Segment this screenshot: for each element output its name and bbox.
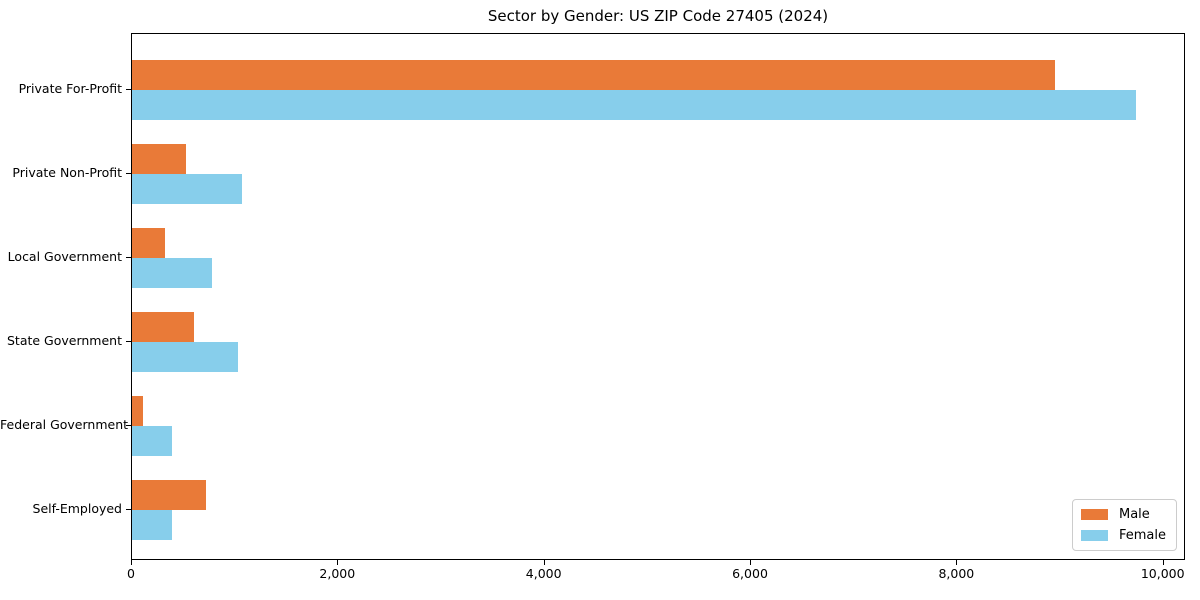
- legend-label-male: Male: [1118, 507, 1150, 522]
- x-tick-label-10-000: 10,000: [1140, 566, 1185, 581]
- y-tick-label-private-non-profit: Private Non-Profit: [12, 165, 122, 180]
- y-tick-label-federal-government: Federal Government: [0, 417, 129, 432]
- x-tick-mark: [337, 560, 339, 565]
- bar-male-local-government: [132, 228, 165, 258]
- bar-male-self-employed: [132, 480, 207, 510]
- bar-female-self-employed: [132, 510, 173, 540]
- x-tick-label-6-000: 6,000: [732, 566, 768, 581]
- bar-female-state-government: [132, 342, 239, 372]
- legend-swatch-male: [1080, 509, 1108, 520]
- x-tick-mark: [750, 560, 752, 565]
- y-tick-label-self-employed: Self-Employed: [32, 501, 122, 516]
- x-tick-label-2-000: 2,000: [319, 566, 356, 581]
- y-tick-label-private-for-profit: Private For-Profit: [18, 81, 122, 96]
- bar-female-private-non-profit: [132, 174, 243, 204]
- y-tick-mark: [126, 425, 131, 426]
- y-tick-mark: [126, 173, 131, 174]
- y-tick-label-state-government: State Government: [6, 333, 122, 348]
- bar-female-federal-government: [132, 426, 173, 456]
- legend-item-male: Male: [1080, 507, 1166, 522]
- y-tick-mark: [126, 341, 131, 342]
- x-tick-label-4-000: 4,000: [525, 566, 562, 581]
- x-tick-mark: [543, 560, 545, 565]
- x-tick-mark: [131, 560, 132, 565]
- x-tick-mark: [956, 560, 958, 565]
- y-tick-mark: [126, 509, 131, 510]
- chart-title: Sector by Gender: US ZIP Code 27405 (202…: [487, 7, 829, 25]
- legend-swatch-female: [1080, 530, 1108, 541]
- x-tick-mark: [1162, 560, 1164, 565]
- bar-male-private-for-profit: [132, 60, 1056, 90]
- y-tick-mark: [126, 257, 131, 258]
- bar-male-federal-government: [132, 396, 144, 426]
- bar-female-private-for-profit: [132, 90, 1136, 120]
- bar-male-private-non-profit: [132, 144, 186, 174]
- bar-female-local-government: [132, 258, 213, 288]
- legend-label-female: Female: [1118, 528, 1166, 543]
- x-tick-label-0: 0: [127, 566, 135, 581]
- legend-item-female: Female: [1080, 528, 1166, 543]
- legend: Male Female: [1071, 499, 1177, 551]
- x-tick-label-8-000: 8,000: [938, 566, 975, 581]
- plot-area: Male Female: [131, 33, 1185, 560]
- bar-male-state-government: [132, 312, 194, 342]
- y-tick-label-local-government: Local Government: [7, 249, 122, 264]
- y-tick-mark: [126, 89, 131, 90]
